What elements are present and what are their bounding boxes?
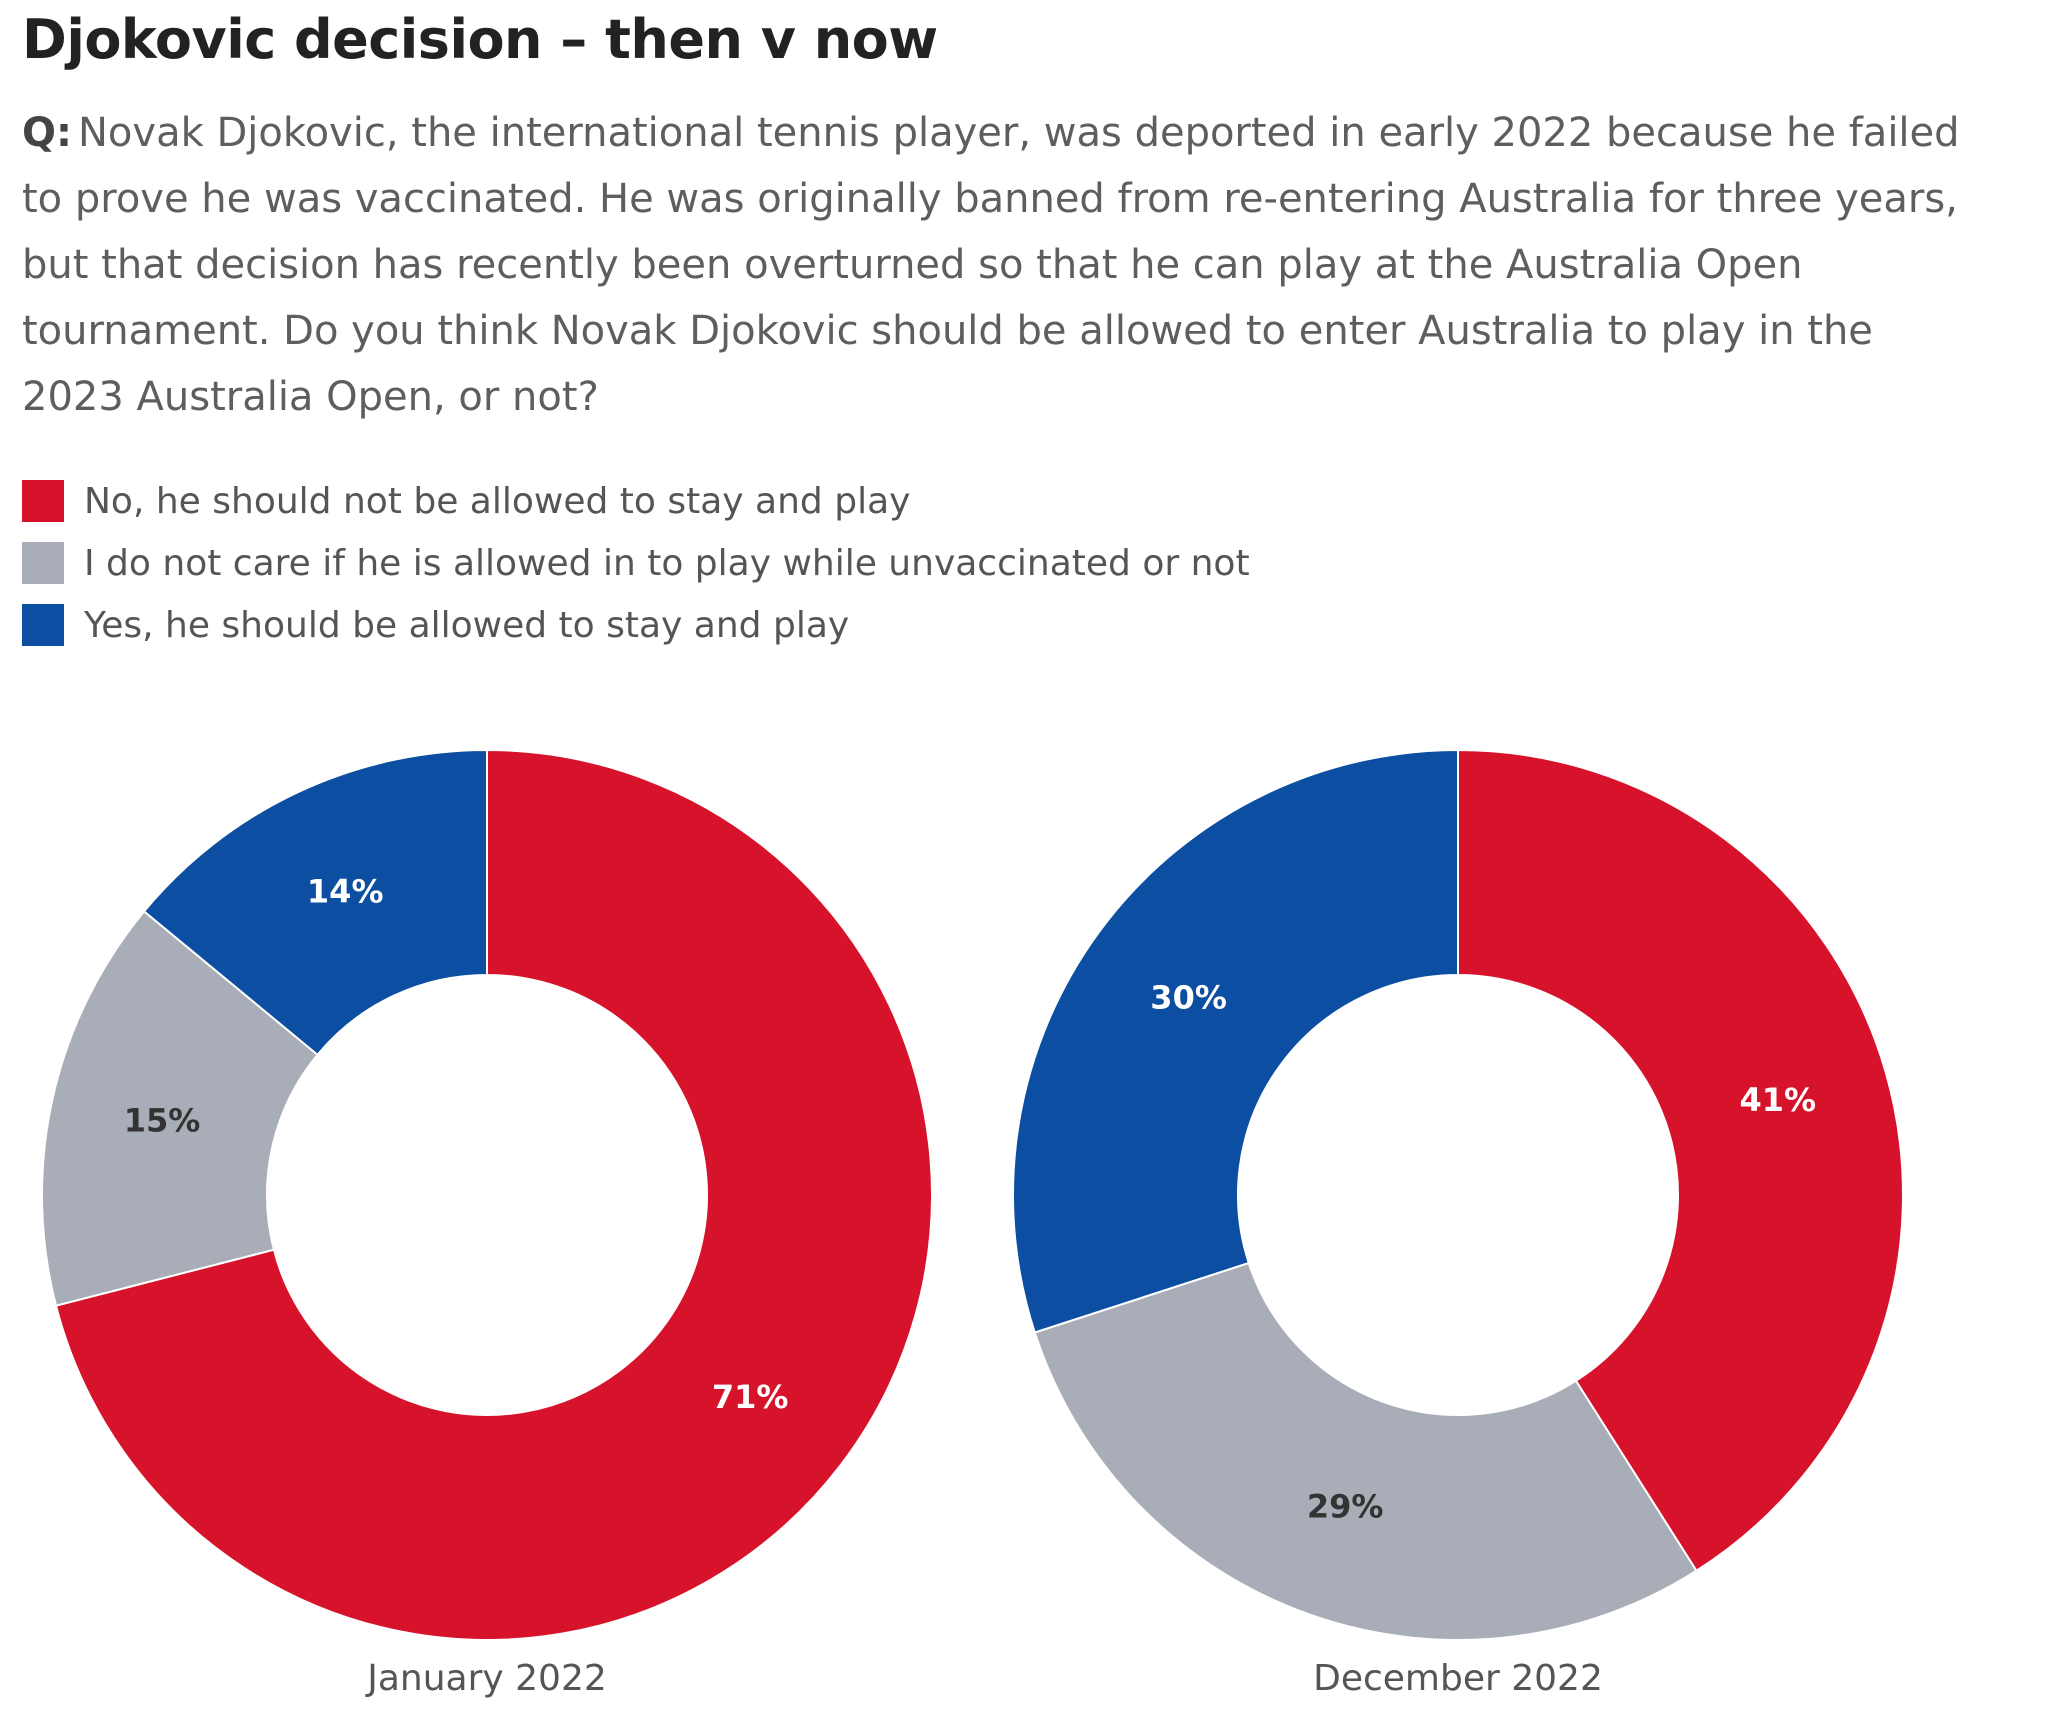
slice-dont-care [41, 909, 319, 1307]
legend-label-dont-care: I do not care if he is allowed in to pla… [84, 542, 1250, 584]
legend-item-no: No, he should not be allowed to stay and… [22, 470, 1250, 532]
slice-label-dont-care: 29% [1307, 1487, 1384, 1525]
survey-question: Q: Novak Djokovic, the international tenn… [22, 100, 1982, 430]
question-prefix: Q: [22, 110, 72, 156]
slice-label-yes: 30% [1150, 978, 1227, 1016]
slice-label-no: 41% [1739, 1081, 1816, 1119]
legend-label-no: No, he should not be allowed to stay and… [84, 480, 911, 522]
chart-caption: January 2022 [365, 1658, 607, 1699]
slice-label-no: 71% [712, 1378, 789, 1416]
slice-no [1457, 748, 1904, 1573]
legend-swatch-yes [22, 604, 64, 646]
question-text: Novak Djokovic, the international tennis… [22, 110, 1960, 420]
slice-label-yes: 14% [307, 873, 384, 911]
slice-yes [1012, 748, 1459, 1334]
slice-no [54, 748, 933, 1641]
legend-label-yes: Yes, he should be allowed to stay and pl… [84, 604, 850, 646]
legend: No, he should not be allowed to stay and… [22, 470, 1250, 656]
donut-chart-december-2022: 41% 29% 30% December 2022 [1012, 748, 1904, 1699]
legend-swatch-no [22, 480, 64, 522]
chart-title: Djokovic decision – then v now [22, 8, 938, 71]
legend-swatch-dont-care [22, 542, 64, 584]
slice-yes [142, 748, 488, 1057]
legend-item-yes: Yes, he should be allowed to stay and pl… [22, 594, 1250, 656]
donut-chart-january-2022: 71% 15% 14% January 2022 [41, 748, 933, 1699]
slice-label-dont-care: 15% [124, 1101, 201, 1139]
chart-caption: December 2022 [1313, 1658, 1603, 1699]
slice-dont-care [1033, 1261, 1698, 1641]
legend-item-dont-care: I do not care if he is allowed in to pla… [22, 532, 1250, 594]
